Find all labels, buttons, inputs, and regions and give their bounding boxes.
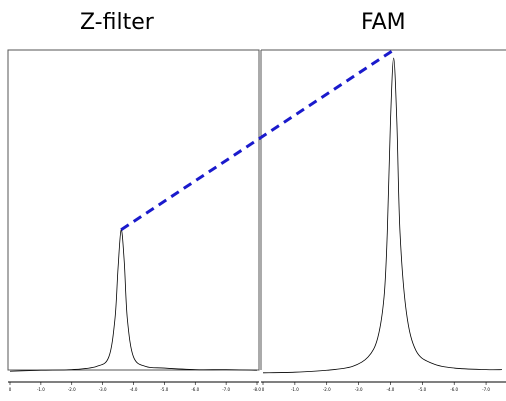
tick-label: -7.0 [482, 387, 490, 392]
tick-label: -2.0 [323, 387, 331, 392]
left-tick-group: 0 -1.0 -2.0 -3.0 -4.0 -5.0 -6.0 -7.0 -8.0 [9, 382, 261, 392]
tick-label: -1.0 [37, 387, 45, 392]
zfilter-spectrum-line [9, 229, 258, 372]
tick-label: 0 [262, 387, 265, 392]
tick-label: -3.0 [99, 387, 107, 392]
fam-spectrum-line [262, 57, 503, 374]
tick-label: -1.0 [291, 387, 299, 392]
tick-label: -5.0 [160, 387, 168, 392]
tick-label: -5.0 [418, 387, 426, 392]
tick-label: -6.0 [191, 387, 199, 392]
left-plot-frame [7, 49, 260, 371]
tick-label: 0 [9, 387, 12, 392]
peak-connector-line [120, 48, 395, 231]
tick-label: -7.0 [222, 387, 230, 392]
tick-label: -6.0 [450, 387, 458, 392]
tick-label: -2.0 [68, 387, 76, 392]
tick-label: -3.0 [355, 387, 363, 392]
tick-label: -4.0 [130, 387, 138, 392]
tick-label: -8.0 [253, 387, 261, 392]
tick-label: -4.0 [387, 387, 395, 392]
chart-title-zfilter: Z-filter [80, 10, 154, 35]
chart-title-fam: FAM [361, 10, 406, 35]
right-tick-group: 0 -1.0 -2.0 -3.0 -4.0 -5.0 -6.0 -7.0 [262, 382, 490, 392]
